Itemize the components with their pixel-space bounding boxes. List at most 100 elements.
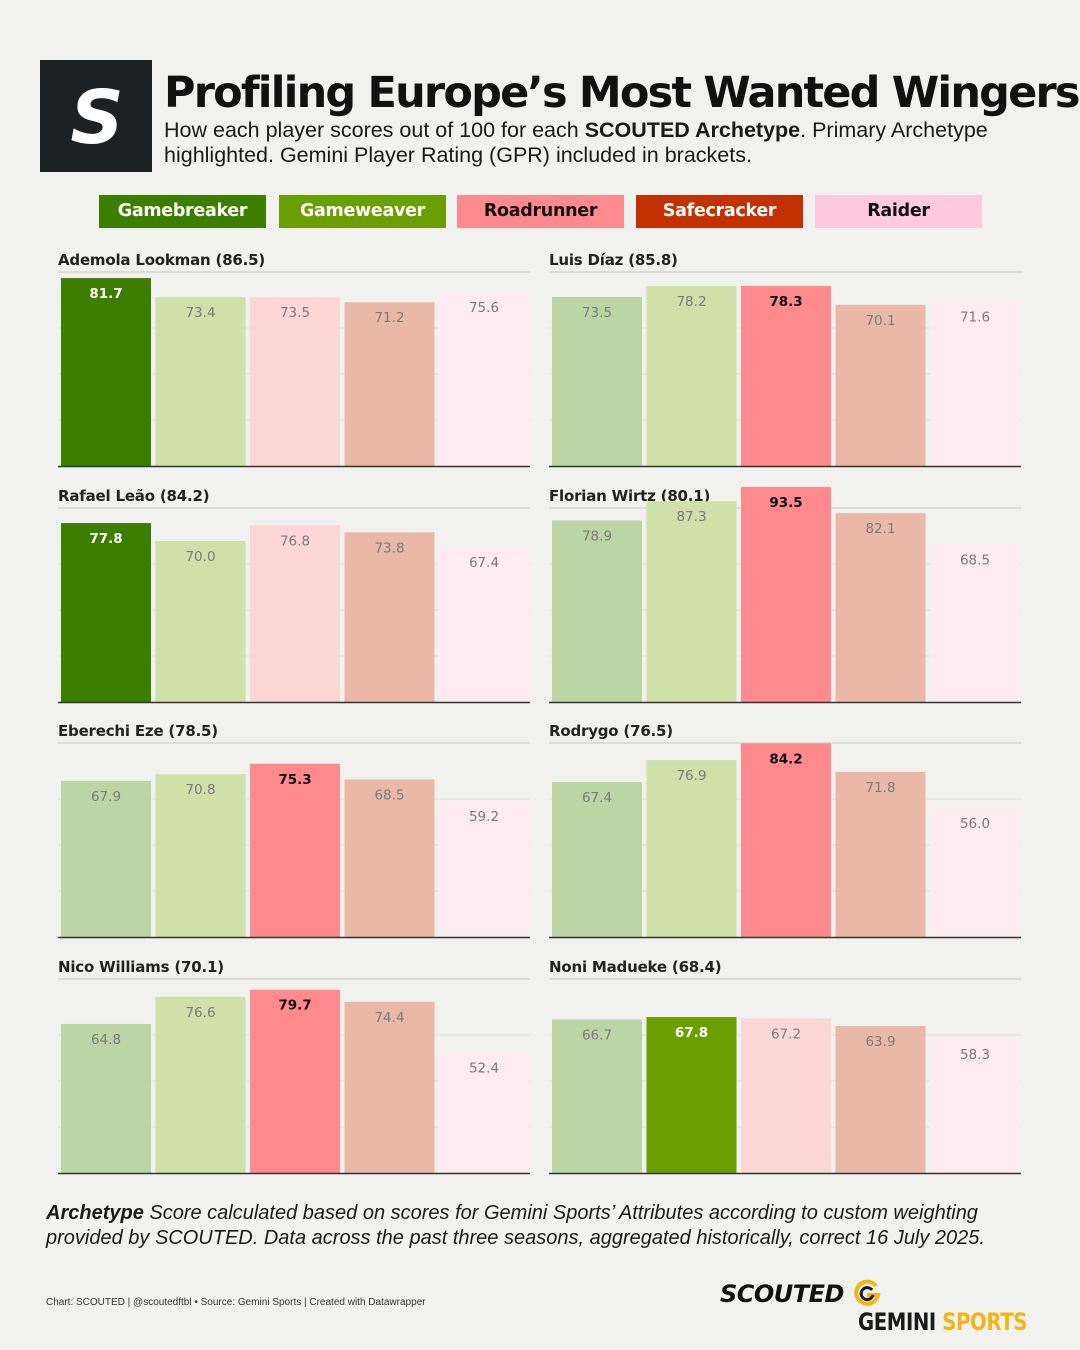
bar-value-label: 64.8 bbox=[91, 1032, 121, 1048]
panel-title: Eberechi Eze (78.5) bbox=[58, 722, 218, 740]
player-panel: Noni Madueke (68.4) 66.7 67.8 67.2 63.9 58.3 bbox=[549, 958, 1021, 1188]
bar-gameweaver bbox=[155, 297, 246, 466]
bar-value-label: 67.4 bbox=[582, 790, 612, 806]
page-subtitle: How each player scores out of 100 for ea… bbox=[164, 118, 988, 167]
bar-chart: 77.8 70.0 76.8 73.8 67.4 bbox=[58, 507, 530, 704]
bar-raider bbox=[439, 1052, 529, 1173]
bar-value-label: 75.6 bbox=[469, 300, 499, 316]
bar-value-label: 67.2 bbox=[771, 1026, 801, 1042]
credits-line: Chart: SCOUTED | @scoutedftbl • Source: … bbox=[46, 1297, 426, 1308]
bar-value-label: 70.1 bbox=[865, 313, 895, 329]
bar-gamebreaker bbox=[61, 523, 151, 702]
bar-roadrunner bbox=[741, 743, 831, 937]
bar-gameweaver bbox=[155, 996, 246, 1173]
bar-gameweaver bbox=[646, 1017, 737, 1173]
bar-value-label: 75.3 bbox=[278, 772, 311, 788]
gemini-g-icon bbox=[854, 1279, 881, 1306]
bar-value-label: 68.5 bbox=[960, 552, 990, 568]
bar-value-label: 71.8 bbox=[865, 780, 895, 796]
bar-value-label: 78.9 bbox=[582, 529, 612, 545]
bar-gamebreaker bbox=[61, 1023, 151, 1173]
bar-raider bbox=[930, 544, 1020, 702]
bar-value-label: 73.5 bbox=[582, 305, 612, 321]
archetype-legend: Gamebreaker Gameweaver Roadrunner Safecrack… bbox=[99, 195, 989, 228]
panel-title: Rodrygo (76.5) bbox=[549, 722, 673, 740]
legend-item-gamebreaker: Gamebreaker bbox=[99, 195, 266, 228]
legend-item-roadrunner: Roadrunner bbox=[457, 195, 624, 228]
bar-value-label: 52.4 bbox=[469, 1060, 499, 1076]
bar-value-label: 93.5 bbox=[769, 495, 802, 511]
bar-chart: 67.9 70.8 75.3 68.5 59.2 bbox=[58, 742, 530, 939]
bar-value-label: 71.6 bbox=[960, 309, 990, 325]
bar-value-label: 76.8 bbox=[280, 533, 310, 549]
bar-safecracker bbox=[344, 779, 435, 937]
bar-gameweaver bbox=[646, 286, 737, 466]
scouted-s-logo-icon: S bbox=[70, 75, 123, 161]
bar-value-label: 63.9 bbox=[865, 1034, 895, 1050]
scouted-wordmark: SCOUTED bbox=[720, 1280, 844, 1308]
bar-safecracker bbox=[835, 1026, 926, 1173]
bar-gamebreaker bbox=[552, 1019, 642, 1173]
bar-value-label: 74.4 bbox=[374, 1010, 404, 1026]
legend-item-safecracker: Safecracker bbox=[636, 195, 803, 228]
bar-value-label: 56.0 bbox=[960, 816, 990, 832]
bar-value-label: 82.1 bbox=[865, 521, 895, 537]
bar-value-label: 58.3 bbox=[960, 1047, 990, 1063]
bar-gamebreaker bbox=[61, 278, 151, 466]
bar-value-label: 71.2 bbox=[374, 310, 404, 326]
bar-value-label: 76.6 bbox=[185, 1005, 215, 1021]
bar-chart: 64.8 76.6 79.7 74.4 52.4 bbox=[58, 978, 530, 1175]
bar-gameweaver bbox=[646, 760, 737, 937]
bar-value-label: 68.5 bbox=[374, 787, 404, 803]
bar-value-label: 81.7 bbox=[89, 286, 122, 302]
gemini-sports-logo: GEMINI SPORTS bbox=[852, 1278, 1080, 1336]
player-panel: Eberechi Eze (78.5) 67.9 70.8 75.3 68.5 59.2 bbox=[58, 722, 530, 952]
player-panel: Nico Williams (70.1) 64.8 76.6 79.7 74.4 52.4 bbox=[58, 958, 530, 1188]
bar-gamebreaker bbox=[552, 781, 642, 937]
bar-gameweaver bbox=[155, 541, 246, 702]
bar-roadrunner bbox=[250, 763, 340, 937]
bar-value-label: 67.9 bbox=[91, 789, 121, 805]
bar-safecracker bbox=[835, 771, 926, 937]
bar-roadrunner bbox=[250, 296, 340, 466]
bar-value-label: 70.8 bbox=[185, 782, 215, 798]
player-panel: Rodrygo (76.5) 67.4 76.9 84.2 71.8 56.0 bbox=[549, 722, 1021, 952]
bar-value-label: 70.0 bbox=[185, 549, 215, 565]
bar-value-label: 78.2 bbox=[676, 294, 706, 310]
bar-raider bbox=[439, 292, 529, 466]
player-panel: Luis Díaz (85.8) 73.5 78.2 78.3 70.1 71.6 bbox=[549, 251, 1021, 481]
bar-value-label: 84.2 bbox=[769, 751, 802, 767]
player-panel: Florian Wirtz (80.1) 78.9 87.3 93.5 82.1 68.5 bbox=[549, 486, 1021, 717]
bar-gamebreaker bbox=[552, 296, 642, 466]
footnote: Archetype Score calculated based on scor… bbox=[46, 1202, 985, 1249]
bar-raider bbox=[930, 1038, 1020, 1173]
panel-title: Luis Díaz (85.8) bbox=[549, 251, 678, 269]
legend-item-raider: Raider bbox=[815, 195, 982, 228]
bar-value-label: 59.2 bbox=[469, 809, 499, 825]
panel-title: Noni Madueke (68.4) bbox=[549, 958, 722, 976]
bar-value-label: 78.3 bbox=[769, 294, 802, 310]
bar-chart: 67.4 76.9 84.2 71.8 56.0 bbox=[549, 742, 1021, 939]
bar-safecracker bbox=[835, 304, 926, 466]
bar-safecracker bbox=[344, 1001, 435, 1173]
bar-value-label: 77.8 bbox=[89, 531, 122, 547]
scouted-logo: S bbox=[40, 60, 152, 172]
legend-item-gameweaver: Gameweaver bbox=[279, 195, 446, 228]
bar-roadrunner bbox=[250, 989, 340, 1173]
bar-roadrunner bbox=[741, 285, 831, 466]
bar-roadrunner bbox=[741, 486, 831, 702]
player-panel: Ademola Lookman (86.5) 81.7 73.4 73.5 71.2 75… bbox=[58, 251, 530, 481]
page-title: Profiling Europe’s Most Wanted Wingers bbox=[164, 68, 1080, 118]
bar-chart: 73.5 78.2 78.3 70.1 71.6 bbox=[549, 271, 1021, 468]
bar-raider bbox=[930, 808, 1020, 937]
panel-title: Rafael Leão (84.2) bbox=[58, 487, 210, 505]
bar-value-label: 73.5 bbox=[280, 305, 310, 321]
bar-value-label: 73.8 bbox=[374, 540, 404, 556]
bar-raider bbox=[439, 800, 529, 937]
bar-value-label: 79.7 bbox=[278, 998, 311, 1014]
bar-value-label: 87.3 bbox=[676, 509, 706, 525]
bar-raider bbox=[930, 301, 1020, 466]
bar-value-label: 67.4 bbox=[469, 555, 499, 571]
panel-title: Ademola Lookman (86.5) bbox=[58, 251, 266, 269]
bar-value-label: 76.9 bbox=[676, 768, 706, 784]
